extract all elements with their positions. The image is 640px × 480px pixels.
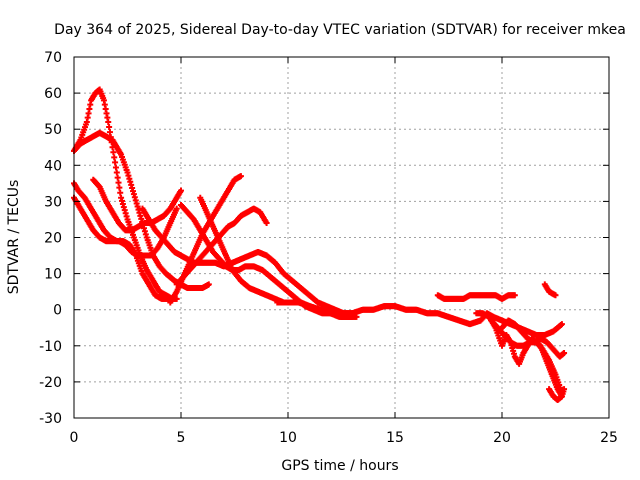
y-tick-label: 50 xyxy=(44,122,62,138)
axis-ticks: 0 5 10 15 20 25 -30 -20 -10 0 10 20 30 40 50 60 70 xyxy=(39,50,618,446)
data-point xyxy=(552,292,559,299)
data-point xyxy=(106,124,113,131)
y-tick-label: 10 xyxy=(44,267,62,283)
y-tick-label: -30 xyxy=(39,411,62,427)
data-point xyxy=(178,187,184,194)
data-point xyxy=(111,154,118,161)
data-point xyxy=(110,149,117,156)
y-tick-label: 40 xyxy=(44,158,62,174)
data-point xyxy=(561,350,568,357)
data-point xyxy=(558,321,565,328)
chart-title: Day 364 of 2025, Sidereal Day-to-day VTE… xyxy=(54,22,626,38)
series-track-11 xyxy=(274,299,565,338)
y-tick-label: 0 xyxy=(53,303,62,319)
x-tick-label: 20 xyxy=(493,430,511,446)
x-tick-label: 5 xyxy=(177,430,186,446)
data-point xyxy=(511,292,518,299)
series-track-8 xyxy=(173,205,270,288)
x-tick-label: 0 xyxy=(70,430,79,446)
data-point xyxy=(114,174,121,181)
y-axis-label: SDTVAR / TECUs xyxy=(6,180,22,295)
data-points xyxy=(71,86,568,403)
series-track-15 xyxy=(499,317,568,360)
x-tick-label: 25 xyxy=(600,430,618,446)
series-track-12 xyxy=(434,292,518,302)
y-tick-label: -10 xyxy=(39,339,62,355)
data-point xyxy=(237,173,244,180)
data-point xyxy=(205,281,212,288)
grid-lines xyxy=(74,57,609,418)
x-tick-label: 10 xyxy=(279,430,297,446)
data-point xyxy=(116,184,123,191)
y-tick-label: 20 xyxy=(44,231,62,247)
data-point xyxy=(112,164,119,171)
y-tick-label: 60 xyxy=(44,86,62,102)
series-track-17 xyxy=(546,386,568,403)
data-point xyxy=(561,386,568,393)
data-point xyxy=(105,118,112,125)
data-point xyxy=(173,205,180,212)
y-tick-label: 30 xyxy=(44,194,62,210)
y-tick-label: -20 xyxy=(39,375,62,391)
data-point xyxy=(106,129,113,136)
x-tick-label: 15 xyxy=(386,430,404,446)
data-point xyxy=(115,179,122,186)
data-point xyxy=(117,189,124,196)
series-track-4 xyxy=(71,194,180,259)
data-point xyxy=(112,159,119,166)
data-point xyxy=(113,169,120,176)
series-track-16 xyxy=(541,281,559,299)
series-track-13 xyxy=(473,310,565,400)
data-point xyxy=(263,220,270,227)
x-axis-label: GPS time / hours xyxy=(281,458,398,474)
y-tick-label: 70 xyxy=(44,50,62,66)
